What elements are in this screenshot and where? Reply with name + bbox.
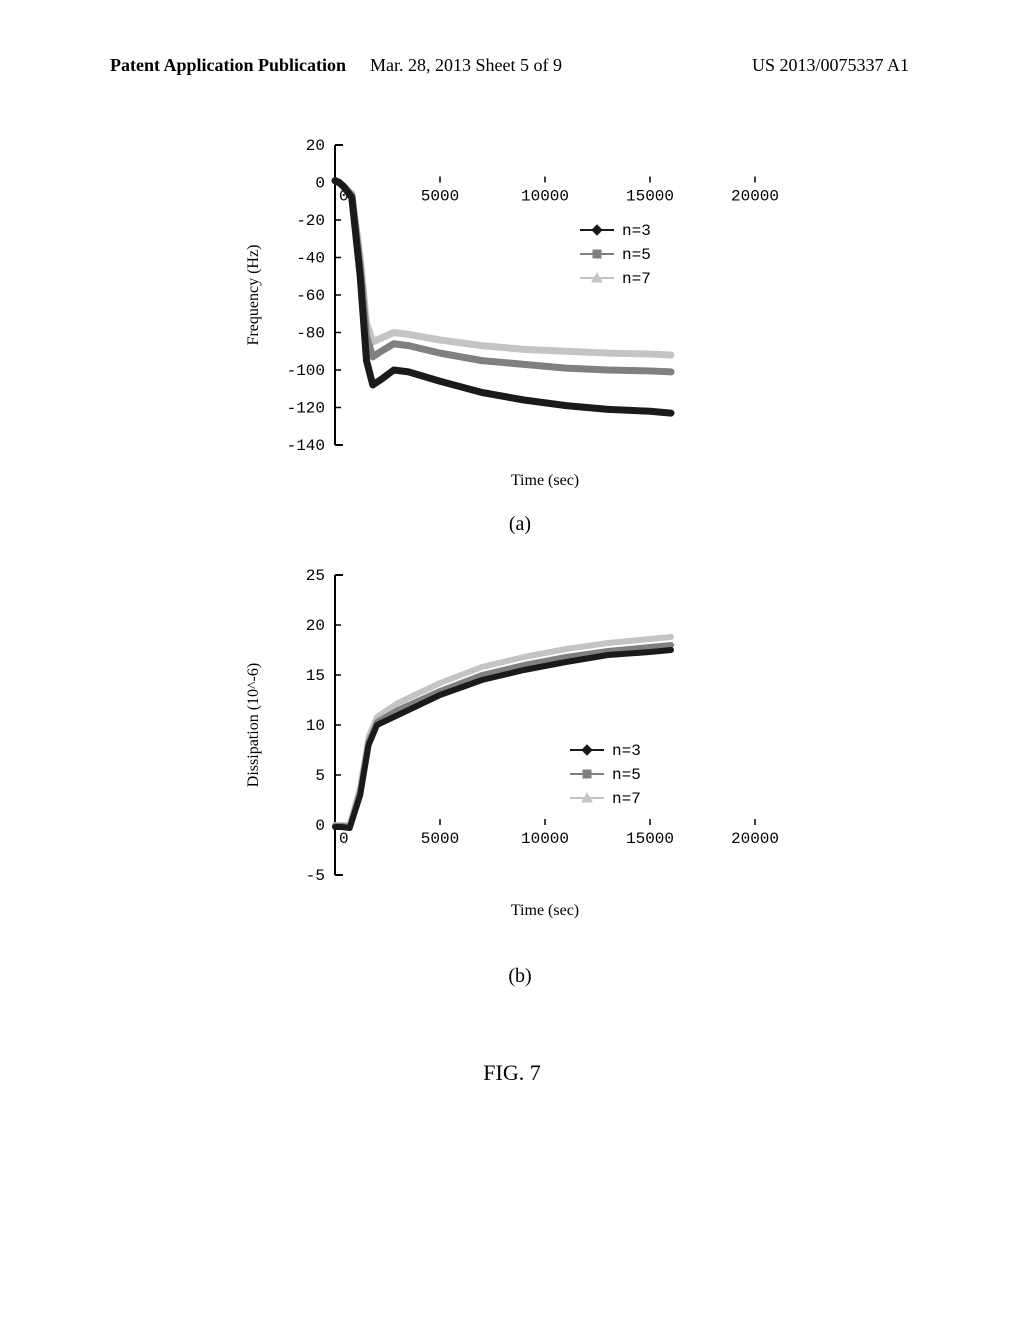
svg-text:n=7: n=7 bbox=[622, 270, 651, 288]
svg-text:5: 5 bbox=[315, 767, 325, 785]
svg-text:-60: -60 bbox=[296, 287, 325, 305]
figure-caption: FIG. 7 bbox=[0, 1060, 1024, 1086]
svg-text:10000: 10000 bbox=[521, 830, 569, 848]
svg-text:-40: -40 bbox=[296, 250, 325, 268]
chart-b-sublabel: (b) bbox=[240, 965, 800, 988]
svg-text:25: 25 bbox=[306, 567, 325, 585]
header-center-text: Mar. 28, 2013 Sheet 5 of 9 bbox=[370, 55, 562, 76]
header-left-text: Patent Application Publication bbox=[110, 55, 346, 76]
svg-text:-100: -100 bbox=[287, 362, 325, 380]
svg-text:20: 20 bbox=[306, 617, 325, 635]
svg-text:Dissipation (10^-6): Dissipation (10^-6) bbox=[245, 663, 262, 787]
header-right-text: US 2013/0075337 A1 bbox=[752, 55, 909, 76]
svg-text:20000: 20000 bbox=[731, 830, 779, 848]
chart-a: 200-20-40-60-80-100-120-1400500010000150… bbox=[240, 135, 800, 536]
svg-text:15: 15 bbox=[306, 667, 325, 685]
svg-text:n=7: n=7 bbox=[612, 790, 641, 808]
svg-text:15000: 15000 bbox=[626, 830, 674, 848]
svg-text:-120: -120 bbox=[287, 400, 325, 418]
svg-text:-5: -5 bbox=[306, 867, 325, 885]
svg-text:0: 0 bbox=[315, 175, 325, 193]
svg-text:-20: -20 bbox=[296, 212, 325, 230]
svg-text:20: 20 bbox=[306, 137, 325, 155]
svg-text:5000: 5000 bbox=[421, 188, 459, 206]
svg-text:Time (sec): Time (sec) bbox=[511, 902, 579, 919]
svg-text:10000: 10000 bbox=[521, 188, 569, 206]
chart-b: 25 20 15 10 5 0 -5 0 5000 10000 15000 20000 Dissipat… bbox=[240, 565, 800, 988]
svg-text:15000: 15000 bbox=[626, 188, 674, 206]
svg-text:n=3: n=3 bbox=[612, 742, 641, 760]
svg-text:20000: 20000 bbox=[731, 188, 779, 206]
svg-text:Time (sec): Time (sec) bbox=[511, 472, 579, 489]
svg-text:0: 0 bbox=[315, 817, 325, 835]
svg-text:-140: -140 bbox=[287, 437, 325, 455]
chart-a-sublabel: (a) bbox=[240, 513, 800, 536]
svg-text:Frequency (Hz): Frequency (Hz) bbox=[245, 245, 262, 346]
chart-a-svg: 200-20-40-60-80-100-120-1400500010000150… bbox=[240, 135, 800, 500]
svg-text:10: 10 bbox=[306, 717, 325, 735]
svg-text:5000: 5000 bbox=[421, 830, 459, 848]
svg-text:n=5: n=5 bbox=[622, 246, 651, 264]
svg-text:n=5: n=5 bbox=[612, 766, 641, 784]
svg-text:-80: -80 bbox=[296, 325, 325, 343]
svg-text:n=3: n=3 bbox=[622, 222, 651, 240]
svg-text:0: 0 bbox=[339, 830, 349, 848]
chart-b-svg: 25 20 15 10 5 0 -5 0 5000 10000 15000 20000 Dissipat… bbox=[240, 565, 800, 930]
